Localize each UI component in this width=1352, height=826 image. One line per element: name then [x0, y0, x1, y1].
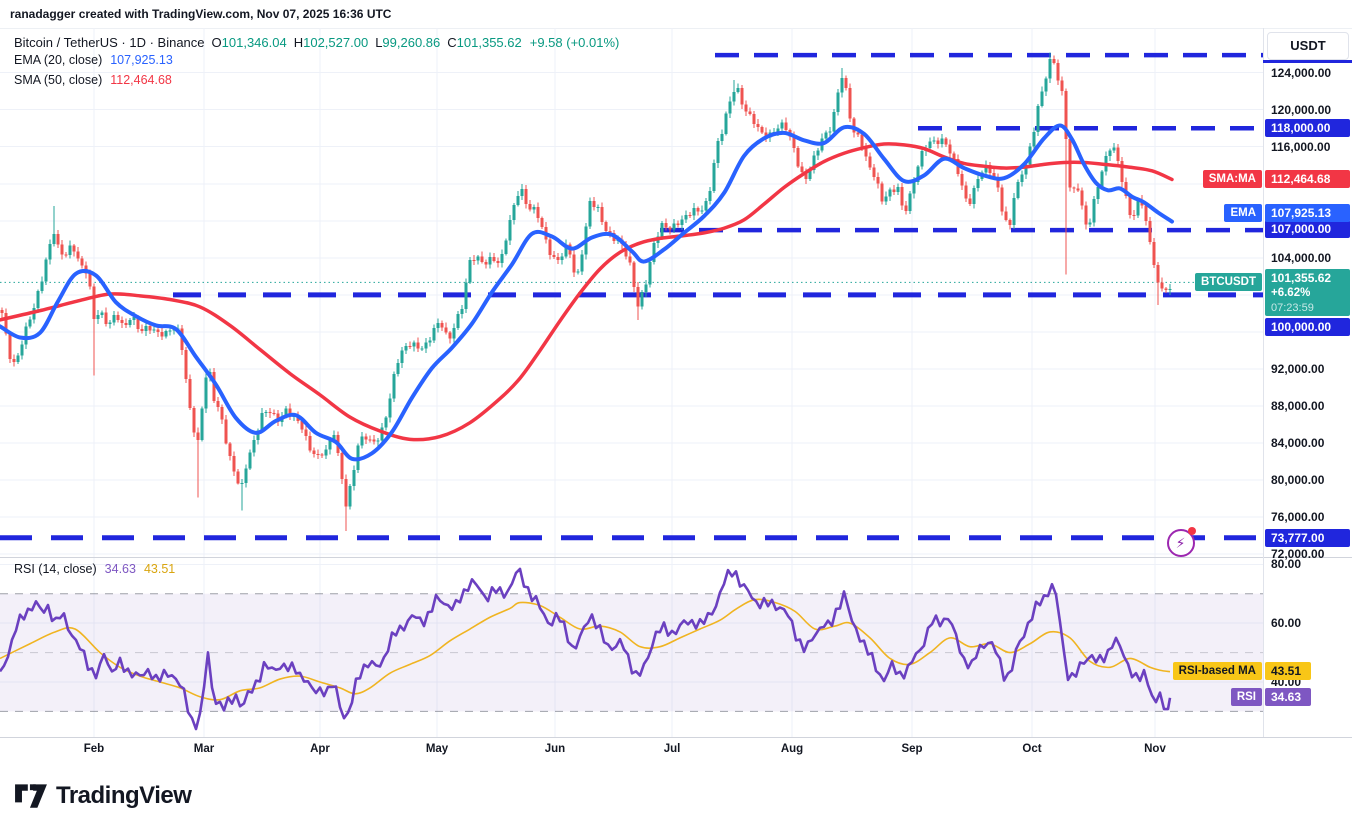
sma-legend-value: 112,464.68 — [110, 73, 172, 87]
level-price-badge: 73,777.00 — [1265, 528, 1350, 547]
month-label-mar: Mar — [193, 743, 215, 755]
last-price-change: +6.62% — [1271, 287, 1311, 299]
month-label-may: May — [425, 743, 449, 755]
notification-dot — [1188, 527, 1196, 535]
rsi-legend-label: RSI (14, close) — [14, 562, 97, 576]
ema-legend-row[interactable]: EMA (20, close) 107,925.13 — [14, 53, 173, 67]
price-tick: 88,000.00 — [1271, 399, 1325, 413]
month-label-apr: Apr — [310, 743, 330, 755]
market-event-icon[interactable]: ⚡ — [1167, 527, 1196, 557]
candlestick-chart-canvas[interactable] — [0, 0, 1263, 737]
rsi-tick: 80.00 — [1271, 557, 1302, 572]
month-label-jul: Jul — [663, 743, 681, 755]
rsi-legend-row[interactable]: RSI (14, close) 34.63 43.51 — [14, 562, 175, 576]
ohlc-value: 99,260.86 — [382, 35, 441, 50]
symbol-title[interactable]: Bitcoin / TetherUS · 1D · Binance — [14, 35, 205, 50]
currency-toggle-button[interactable]: USDT — [1267, 32, 1349, 60]
ohlc-key: C — [447, 35, 457, 50]
ohlc-value: 102,527.00 — [303, 35, 369, 50]
ohlc-values: O101,346.04 H102,527.00 L99,260.86 C101,355… — [205, 35, 522, 50]
sma-price-badge: 112,464.68 — [1265, 170, 1350, 188]
month-label-feb: Feb — [83, 743, 105, 755]
month-label-jun: Jun — [544, 743, 566, 755]
level-price-badge: 118,000.00 — [1265, 119, 1350, 138]
month-label-oct: Oct — [1022, 743, 1042, 755]
price-tick: 104,000.00 — [1271, 250, 1332, 265]
lightning-icon: ⚡ — [1175, 535, 1186, 551]
sma-legend-row[interactable]: SMA (50, close) 112,464.68 — [14, 73, 172, 87]
month-label-aug: Aug — [780, 743, 804, 755]
tradingview-logo-icon — [15, 784, 47, 808]
ohlc-key: H — [293, 35, 304, 50]
price-tick: 124,000.00 — [1271, 65, 1332, 80]
month-label-sep: Sep — [901, 743, 923, 755]
price-tick: 120,000.00 — [1271, 102, 1332, 117]
rsi-ma-line-label: RSI-based MA — [1172, 662, 1262, 680]
level-price-badge: 107,000.00 — [1265, 220, 1350, 238]
pane-separator[interactable] — [0, 557, 1352, 558]
rsi-ma-legend-value: 43.51 — [143, 562, 176, 576]
sma-line-label: SMA:MA — [1202, 170, 1262, 188]
tradingview-logo[interactable]: TradingView — [14, 780, 192, 812]
ohlc-key: O — [211, 35, 222, 50]
ohlc-value: 101,346.04 — [221, 35, 287, 50]
price-axis-border — [1263, 28, 1264, 737]
change-value: +9.58 (+0.01%) — [529, 35, 620, 50]
symbol-line-label: BTCUSDT — [1195, 273, 1262, 291]
rsi-legend-value: 34.63 — [104, 562, 136, 576]
symbol-legend-row[interactable]: Bitcoin / TetherUS · 1D · Binance O101,34… — [14, 35, 619, 50]
sma-legend-label: SMA (50, close) — [14, 73, 103, 87]
tradingview-logo-text: TradingView — [56, 782, 192, 809]
attribution-text: ranadagger created with TradingView.com,… — [10, 7, 392, 21]
ema-legend-value: 107,925.13 — [110, 53, 173, 67]
rsi-tick: 60.00 — [1271, 616, 1302, 631]
ohlc-value: 101,355.62 — [456, 35, 522, 50]
rsi-ma-value-badge: 43.51 — [1265, 662, 1311, 680]
ema-line-label: EMA — [1224, 204, 1262, 222]
month-label-nov: Nov — [1144, 743, 1166, 755]
rsi-line-label: RSI — [1230, 688, 1262, 706]
price-tick: 80,000.00 — [1271, 473, 1325, 488]
price-tick: 92,000.00 — [1271, 361, 1325, 376]
rsi-value-badge: 34.63 — [1265, 688, 1311, 706]
level-line-axis-marker — [1263, 60, 1352, 63]
ema-price-badge: 107,925.13 — [1265, 204, 1350, 222]
price-tick: 76,000.00 — [1271, 510, 1325, 525]
time-axis-border — [0, 737, 1352, 738]
chart-top-border — [0, 28, 1352, 29]
last-price-value: 101,355.62 — [1271, 271, 1332, 285]
ohlc-key: L — [375, 35, 383, 50]
price-tick: 72,000.00 — [1271, 547, 1325, 562]
price-tick: 116,000.00 — [1271, 139, 1331, 154]
level-price-badge: 100,000.00 — [1265, 318, 1350, 336]
bar-countdown: 07:23:59 — [1271, 302, 1314, 314]
ema-legend-label: EMA (20, close) — [14, 53, 103, 67]
last-price-badge: 101,355.62 +6.62% 07:23:59 — [1265, 269, 1350, 316]
price-tick: 84,000.00 — [1271, 436, 1325, 451]
